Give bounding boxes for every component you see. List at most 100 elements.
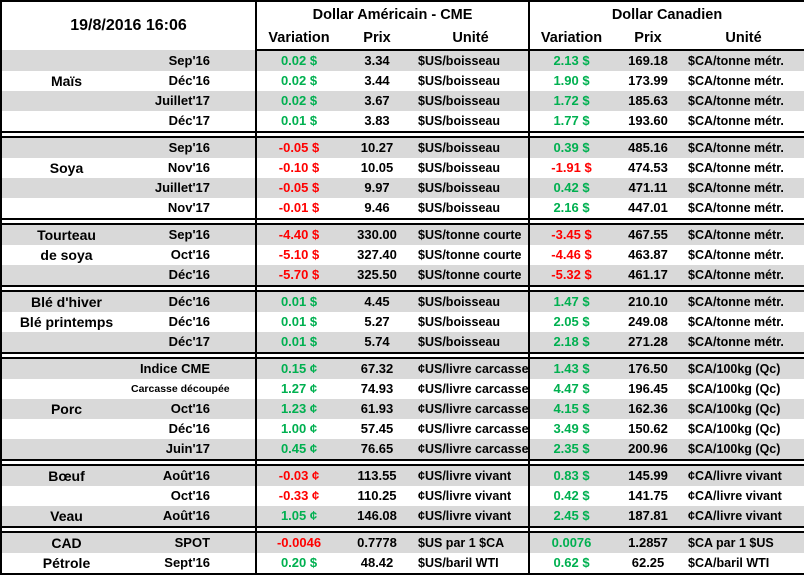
divider-cell [528,459,614,466]
ca-price-cell: 150.62 [628,421,668,436]
us-variation-cell: 1.00 ¢ [255,419,342,439]
divider-cell [341,526,414,533]
ca-variation-cell: 4.47 $ [528,379,614,399]
divider-cell [613,526,684,533]
us-unit-cell: $US par 1 $CA [413,532,530,553]
contract-month-cell: Nov'17 [167,200,211,215]
section-divider-row [1,459,804,466]
contract-month-cell: Juillet'17 [131,91,257,111]
ca-variation-header: Variation [528,28,614,51]
us-unit-cell: $US/baril WTI [418,556,499,570]
ca-variation-cell: 2.16 $ [528,198,614,219]
section-divider [1,459,804,466]
us-unite-header: Unité [413,28,530,51]
commodity-name-cell: Porc [1,399,131,419]
ca-unit-cell: $CA/tonne métr. [688,161,784,175]
ca-price-cell: 1.2857 [613,532,684,553]
us-price-cell: 57.45 [360,421,394,436]
us-variation-cell: 0.20 $ [255,553,342,574]
ca-unit-cell: $CA/tonne métr. [683,265,804,286]
commodity-name-cell: Veau [1,506,131,527]
contract-month-cell: Déc'16 [168,73,211,88]
us-variation-header: Variation [255,28,342,51]
table-row: Carcasse découpée 1.27 ¢ 74.93 ¢US/livre ca… [1,379,804,399]
table-row: Juillet'17 0.02 $3.67 $US/boisseau 1.72 $18… [1,91,804,111]
us-unit-cell: $US/boisseau [413,137,530,158]
divider-cell [613,285,684,292]
ca-unit-cell: ¢CA/livre vivant [683,506,804,527]
section-divider [1,131,804,138]
ca-price-cell: 141.75 [628,488,668,503]
section-divider [1,526,804,533]
report-timestamp: 19/8/2016 16:06 [70,17,187,34]
us-unit-cell: ¢US/livre carcasse [413,399,530,419]
us-price-cell: 325.50 [341,265,414,286]
us-unit-cell: ¢US/livre vivant [413,465,530,486]
us-variation-cell: 0.01 $ [255,312,342,332]
divider-cell [1,459,131,466]
table-row: Sep'16 0.02 $3.34 $US/boisseau 2.13 $169.18… [1,50,804,71]
divider-cell [131,526,257,533]
us-unit-cell: ¢US/livre vivant [418,489,512,503]
divider-cell [413,285,530,292]
divider-cell [683,526,804,533]
commodity-name-cell [1,50,131,71]
divider-cell [131,285,257,292]
ca-unit-cell: $CA/100kg (Qc) [688,382,781,396]
divider-cell [131,218,257,225]
ca-price-cell: 145.99 [613,465,684,486]
commodity-name-cell: Maïs [50,73,83,89]
divider-cell [1,526,131,533]
section-divider [1,218,804,225]
us-price-cell: 5.27 [364,314,390,329]
section-boeuf-veau: Bœuf Août'16 -0.03 ¢ 113.55 ¢US/livre vivant… [1,465,804,527]
section-porc: Indice CME 0.15 ¢ 67.32 ¢US/livre carcasse 1… [1,358,804,460]
commodity-name-cell [1,358,131,379]
ca-variation-cell: -1.91 $ [528,158,614,178]
ca-unit-cell: $CA/100kg (Qc) [683,399,804,419]
commodity-name-cell [1,178,131,198]
us-unit-cell: $US/boisseau [418,201,500,215]
us-variation-cell: -0.05 $ [255,137,342,158]
commodity-name-cell [1,198,131,219]
us-price-cell: 3.67 [341,91,414,111]
ca-price-cell: 196.45 [628,381,668,396]
table-row: Déc'16 1.00 ¢ 57.45 ¢US/livre carcasse 3.49 … [1,419,804,439]
ca-price-cell: 173.99 [628,73,668,88]
section-cad-petrole: CAD SPOT -0.0046 0.7778 $US par 1 $CA 0.0076 1… [1,532,804,574]
section-tourteau-de-soya: Tourteau Sep'16 -4.40 $330.00 $US/tonne cou… [1,224,804,286]
divider-cell [1,352,131,359]
divider-cell [255,285,342,292]
divider-cell [131,352,257,359]
ca-variation-cell: 0.83 $ [528,465,614,486]
divider-cell [613,131,684,138]
contract-month-cell: Déc'16 [131,265,257,286]
us-price-cell: 10.05 [360,160,394,175]
us-unit-cell: $US/boisseau [413,332,530,353]
commodity-name-cell [1,91,131,111]
commodity-name-cell [1,439,131,460]
commodity-name-cell: Blé printemps [19,314,114,330]
us-variation-cell: -0.10 $ [255,158,342,178]
us-unit-cell: ¢US/livre carcasse [418,382,529,396]
section-divider [1,352,804,359]
us-price-cell: 327.40 [357,247,397,262]
us-price-cell: 110.25 [357,488,397,503]
table-row: Déc'17 0.01 $5.74 $US/boisseau 2.18 $271.28… [1,332,804,353]
ca-prix-header: Prix [613,28,684,51]
table-row: CAD SPOT -0.0046 0.7778 $US par 1 $CA 0.0076 1… [1,532,804,553]
divider-cell [413,218,530,225]
ca-unit-cell: $CA/tonne métr. [683,91,804,111]
ca-unit-cell: $CA/tonne métr. [683,291,804,312]
ca-variation-cell: 1.43 $ [528,358,614,379]
us-unit-cell: $US/boisseau [418,114,500,128]
ca-unit-cell: $CA/tonne métr. [688,315,784,329]
divider-cell [528,218,614,225]
commodity-name-cell: Bœuf [1,465,131,486]
us-variation-cell: -0.01 $ [255,198,342,219]
commodity-name-cell [1,111,131,132]
divider-cell [683,352,804,359]
ca-variation-cell: 0.0076 [528,532,614,553]
divider-cell [413,352,530,359]
